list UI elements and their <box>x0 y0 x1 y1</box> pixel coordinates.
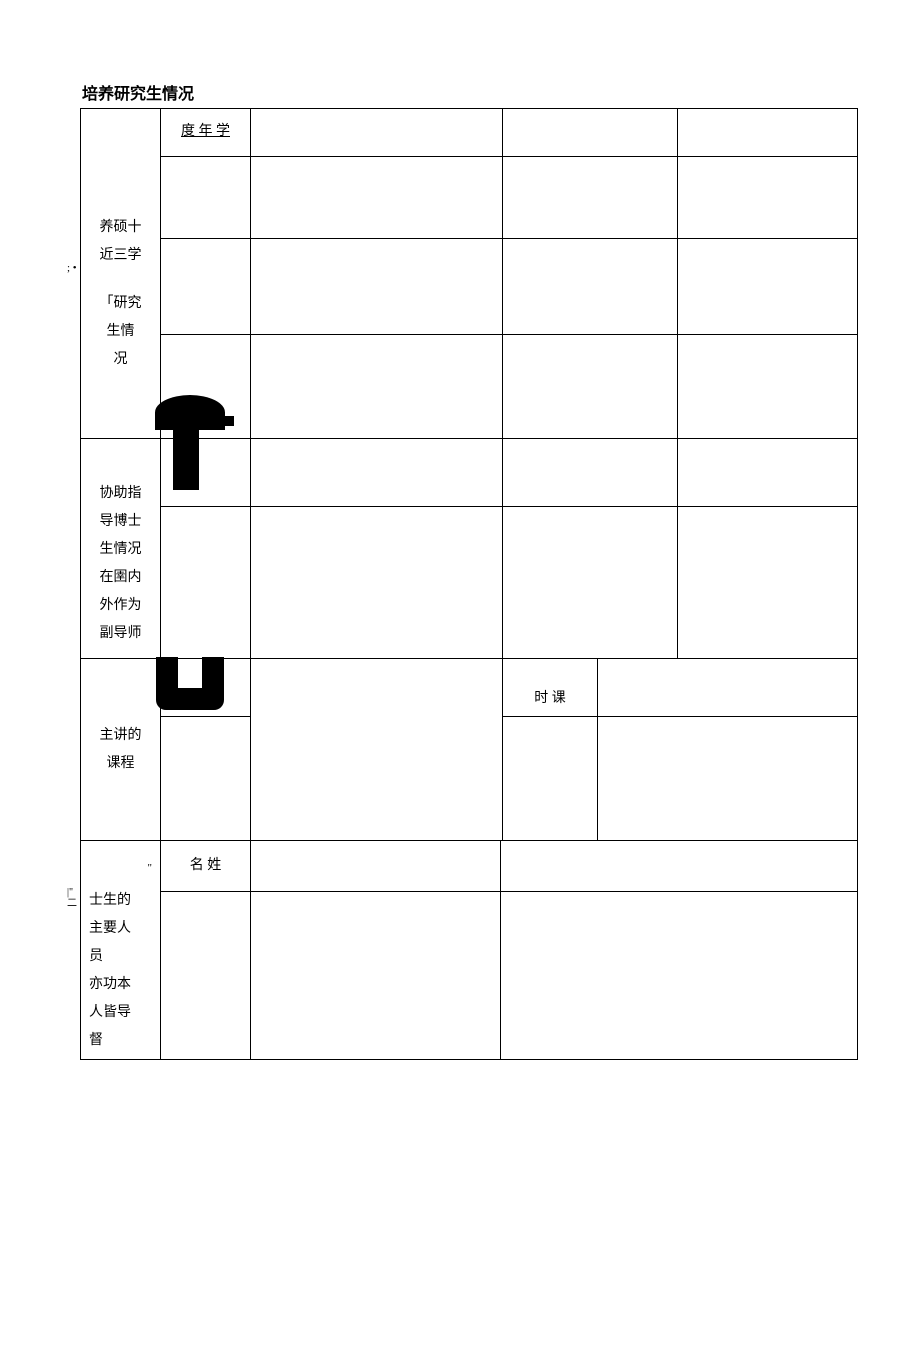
s4-r1c3 <box>501 841 858 892</box>
s3-header-col: 时 课 <box>503 659 598 717</box>
s3-r1c4 <box>598 659 858 717</box>
s1-c3 <box>503 109 678 157</box>
s1-c4 <box>678 109 858 157</box>
s2-r1c3 <box>503 439 678 507</box>
s1-r1c2 <box>251 157 503 239</box>
s1-r2c1 <box>161 239 251 335</box>
s3-label-line2: 课程 <box>107 756 135 771</box>
s1-r1c1 <box>161 157 251 239</box>
main-table: 养硕十 近三学 「研究 生情 况 ; • 度 年 学 <box>80 108 858 1060</box>
s1-r3c2 <box>251 335 503 439</box>
s3-label-line1: 主讲的 <box>100 728 142 743</box>
s2-r1c4 <box>678 439 858 507</box>
s3-rowlabel: 主讲的 课程 <box>81 659 161 841</box>
s2-label-line3: 生情况 <box>100 542 142 557</box>
artifact-shape-2c <box>156 688 224 710</box>
s1-label-line4: 生情 <box>107 324 135 339</box>
s4-label-line3: 员 <box>89 949 103 964</box>
s3-r2c1 <box>161 717 251 841</box>
s1-r1c4 <box>678 157 858 239</box>
s1-c2 <box>251 109 503 157</box>
s1-side-mark: ; • <box>67 257 77 279</box>
s1-label-line2: 近三学 <box>100 248 142 263</box>
page-title: 培养研究生情况 <box>82 80 860 104</box>
s4-label-line1: 士生的 <box>89 893 131 908</box>
artifact-shape-2a <box>156 657 178 691</box>
s3-r2c4 <box>598 717 858 841</box>
s1-r1c3 <box>503 157 678 239</box>
s1-label-line1: 养硕十 <box>100 220 142 235</box>
s4-label-line2: 主要人 <box>89 921 131 936</box>
s4-r2c1 <box>161 892 251 1060</box>
artifact-shape-1d <box>198 416 234 426</box>
s1-label-line5: 况 <box>114 352 128 367</box>
s4-rowlabel: " |" 二 士生的 主要人 员 亦功本 人皆导 督 <box>81 841 161 1060</box>
s4-r1c2 <box>251 841 501 892</box>
s4-label-line5: 人皆导 <box>89 1005 131 1020</box>
artifact-shape-2b <box>202 657 224 691</box>
s2-label-line2: 导博士 <box>100 514 142 529</box>
s4-r2c2 <box>251 892 501 1060</box>
s4-r2c3 <box>501 892 858 1060</box>
s2-label-line4: 在圉内 <box>100 570 142 585</box>
s1-r2c4 <box>678 239 858 335</box>
s2-label-line6: 副导师 <box>100 626 142 641</box>
s1-r3c3 <box>503 335 678 439</box>
s1-r2c3 <box>503 239 678 335</box>
page-content: 培养研究生情况 养硕十 近三学 「研究 生情 况 ; • 度 年 学 <box>80 80 860 1060</box>
s1-label-line3: 「研究 <box>100 296 142 311</box>
s2-label-line5: 外作为 <box>100 598 142 613</box>
artifact-shape-1c <box>173 425 199 490</box>
s4-header: 名 姓 <box>161 841 251 892</box>
s2-r2c3 <box>503 507 678 659</box>
s2-r2c2 <box>251 507 503 659</box>
s4-label-line6: 督 <box>89 1033 103 1048</box>
s4-side-top: " <box>148 857 153 879</box>
s1-rowlabel: 养硕十 近三学 「研究 生情 况 ; • <box>81 109 161 439</box>
s2-r1c2 <box>251 439 503 507</box>
s4-side-left: |" 二 <box>67 887 77 909</box>
s3-r2c3 <box>503 717 598 841</box>
s2-rowlabel: 协助指 导博士 生情况 在圉内 外作为 副导师 <box>81 439 161 659</box>
s4-label-line4: 亦功本 <box>89 977 131 992</box>
s1-r3c4 <box>678 335 858 439</box>
s3-mid <box>251 659 503 841</box>
s2-r2c1 <box>161 507 251 659</box>
s2-label-line1: 协助指 <box>100 486 142 501</box>
s1-r2c2 <box>251 239 503 335</box>
s2-r2c4 <box>678 507 858 659</box>
s1-header: 度 年 学 <box>161 109 251 157</box>
